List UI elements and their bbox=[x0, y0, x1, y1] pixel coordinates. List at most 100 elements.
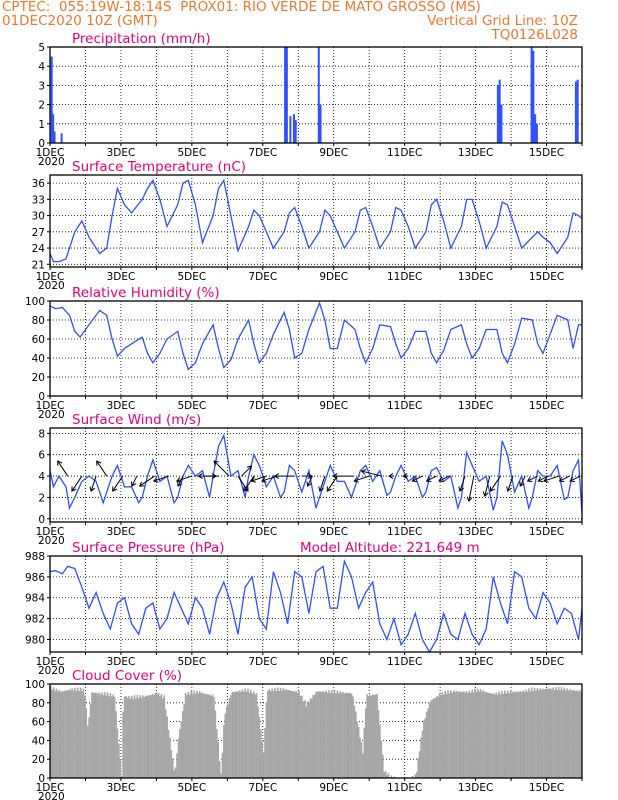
x-tick-label: 7DEC bbox=[248, 271, 277, 283]
cloud-bar bbox=[553, 689, 556, 778]
cloud-bar bbox=[420, 737, 422, 778]
cloud-bar bbox=[526, 691, 529, 778]
y-tick-label: 988 bbox=[25, 551, 45, 563]
cloud-bar bbox=[166, 716, 168, 778]
cloud-bar bbox=[298, 690, 300, 778]
x-tick-label: 5DEC bbox=[177, 656, 206, 668]
wind-arrow-head bbox=[519, 481, 525, 487]
cloud-bar bbox=[235, 691, 238, 778]
cloud-bar bbox=[435, 696, 438, 778]
wind-arrow-head bbox=[438, 476, 444, 483]
cloud-bar bbox=[308, 702, 310, 778]
cloud-bar bbox=[210, 695, 212, 778]
x-tick-label: 15DEC bbox=[529, 271, 564, 283]
cloud-bar bbox=[128, 695, 130, 778]
cloud-bar bbox=[72, 690, 75, 778]
wind-arrow bbox=[538, 475, 549, 482]
cloud-bar bbox=[525, 689, 527, 778]
cloud-bar bbox=[425, 711, 428, 778]
cloud-bar bbox=[181, 711, 184, 778]
precip-bar bbox=[534, 114, 537, 143]
cloud-bar bbox=[198, 691, 201, 778]
cloud-bar bbox=[564, 690, 567, 778]
x-year-label: 2020 bbox=[38, 791, 65, 800]
header-model-id: TQ0126L028 bbox=[491, 27, 578, 43]
cloud-bar bbox=[349, 692, 351, 778]
precip-bar bbox=[500, 104, 503, 143]
cloud-bar bbox=[52, 687, 55, 778]
cloud-bar bbox=[566, 688, 568, 778]
cloud-bar bbox=[217, 741, 220, 778]
cloud-bar bbox=[305, 706, 307, 778]
cloud-bar bbox=[152, 693, 154, 778]
cloud-bar bbox=[140, 697, 143, 778]
cloud-bar bbox=[513, 692, 516, 778]
cloud-bar bbox=[486, 692, 489, 778]
cloud-bar bbox=[265, 702, 268, 778]
cloud-bar bbox=[109, 693, 112, 778]
wind-arrow-head bbox=[175, 477, 182, 483]
cloud-bar bbox=[303, 700, 306, 778]
cloud-bar bbox=[315, 691, 317, 778]
plot-area bbox=[50, 558, 582, 652]
x-tick-label: 5DEC bbox=[177, 400, 206, 412]
precip-bar bbox=[574, 81, 577, 143]
cloud-bar bbox=[289, 690, 292, 778]
x-tick-label: 1DEC bbox=[36, 147, 65, 159]
y-tick-label: 80 bbox=[32, 698, 45, 710]
cloud-bar bbox=[193, 690, 195, 778]
y-tick-label: 33 bbox=[32, 194, 45, 206]
cloud-bar bbox=[364, 708, 367, 778]
panel-3 bbox=[47, 427, 583, 525]
cloud-bar bbox=[441, 692, 444, 778]
cloud-bar bbox=[464, 692, 466, 778]
x-tick-label: 13DEC bbox=[458, 656, 493, 668]
wind-arrow-head bbox=[306, 481, 312, 487]
wind-arrow bbox=[261, 475, 278, 482]
cloud-bar bbox=[59, 691, 62, 778]
cloud-bar bbox=[496, 694, 499, 778]
wind-arrow bbox=[237, 475, 249, 492]
cloud-bar bbox=[512, 691, 515, 778]
cloud-bar bbox=[577, 691, 580, 778]
wind-arrow bbox=[543, 475, 560, 482]
cloud-bar bbox=[208, 694, 211, 778]
wind-arrow-head bbox=[388, 473, 394, 479]
wind-arrow-head bbox=[353, 477, 359, 483]
cloud-bar bbox=[353, 705, 356, 778]
cloud-bar bbox=[381, 754, 384, 778]
x-tick-label: 3DEC bbox=[107, 782, 136, 794]
cloud-bar bbox=[150, 694, 153, 778]
cloud-bar bbox=[71, 688, 73, 778]
cloud-bar bbox=[58, 689, 61, 778]
cloud-bar bbox=[177, 738, 180, 778]
cloud-bar bbox=[572, 690, 574, 778]
wind-arrow-head bbox=[326, 486, 332, 492]
cloud-bar bbox=[370, 695, 373, 778]
series-line bbox=[50, 558, 582, 652]
y-tick-label: 0 bbox=[38, 138, 45, 150]
cloud-bar bbox=[257, 706, 259, 778]
wind-arrow bbox=[57, 460, 69, 477]
cloud-bar bbox=[376, 694, 378, 778]
y-tick-label: 5 bbox=[38, 42, 45, 54]
y-tick-label: 30 bbox=[32, 211, 45, 223]
wind-arrow-head bbox=[71, 486, 77, 492]
cloud-bar bbox=[258, 716, 261, 778]
panel-5 bbox=[47, 683, 583, 781]
cloud-bar bbox=[224, 713, 227, 778]
y-tick-label: 0 bbox=[38, 773, 45, 785]
wind-arrow-head bbox=[112, 486, 118, 492]
cloud-bar bbox=[352, 696, 354, 778]
cloud-bar bbox=[186, 694, 188, 778]
cloud-bar bbox=[291, 691, 293, 778]
cloud-bar bbox=[427, 708, 429, 778]
cloud-bar bbox=[518, 691, 520, 778]
panel-title: Relative Humidity (%) bbox=[72, 285, 220, 301]
cloud-bar bbox=[215, 729, 218, 778]
cloud-bar bbox=[494, 694, 496, 778]
y-tick-label: 986 bbox=[25, 572, 45, 584]
x-tick-label: 5DEC bbox=[177, 782, 206, 794]
cloud-bar bbox=[475, 692, 478, 778]
cloud-bar bbox=[64, 690, 66, 778]
